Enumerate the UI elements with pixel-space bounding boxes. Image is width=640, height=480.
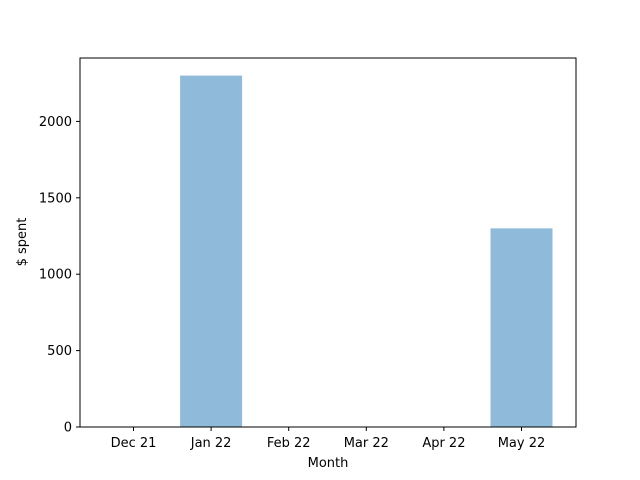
x-tick-label: Feb 22 bbox=[267, 436, 311, 451]
x-tick-label: May 22 bbox=[498, 436, 546, 451]
x-axis: Dec 21 Jan 22 Feb 22 Mar 22 Apr 22 May 22 bbox=[111, 427, 546, 451]
x-tick-label: Dec 21 bbox=[111, 436, 157, 451]
y-tick-label: 1000 bbox=[39, 268, 72, 283]
bar-jan-22 bbox=[180, 75, 243, 427]
plot-area-frame bbox=[79, 57, 577, 428]
y-tick-label: 2000 bbox=[39, 115, 72, 130]
x-tick-label: Apr 22 bbox=[422, 436, 465, 451]
y-tick-label: 1500 bbox=[39, 191, 72, 206]
bars-group bbox=[180, 75, 553, 427]
bar-may-22 bbox=[490, 228, 553, 427]
y-tick-label: 500 bbox=[47, 344, 72, 359]
y-axis-label: $ spent bbox=[15, 218, 30, 267]
x-tick-label: Mar 22 bbox=[344, 436, 389, 451]
x-axis-label: Month bbox=[308, 456, 349, 471]
x-tick-label: Jan 22 bbox=[190, 436, 232, 451]
y-tick-label: 0 bbox=[64, 421, 72, 436]
y-axis: 0 500 1000 1500 2000 bbox=[39, 115, 80, 436]
